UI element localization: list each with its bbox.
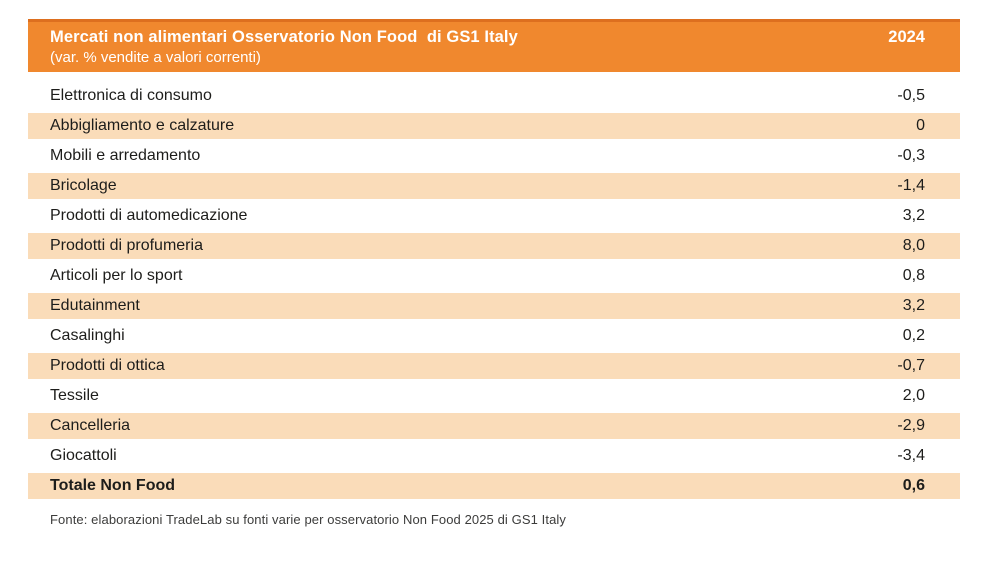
table-body: Elettronica di consumo -0,5 Abbigliament… [28,81,960,501]
source-note: Fonte: elaborazioni TradeLab su fonti va… [50,512,566,527]
row-label: Tessile [50,387,99,404]
table-subtitle: (var. % vendite a valori correnti) [50,49,261,66]
row-label: Bricolage [50,177,117,194]
row-value: 3,2 [902,207,925,224]
table-row: Edutainment 3,2 [28,291,960,321]
table-row: Articoli per lo sport 0,8 [28,261,960,291]
total-value: 0,6 [902,477,925,494]
table-row: Bricolage -1,4 [28,171,960,201]
table-row: Prodotti di profumeria 8,0 [28,231,960,261]
row-value: 0,8 [902,267,925,284]
row-label: Edutainment [50,297,140,314]
table-row: Prodotti di ottica -0,7 [28,351,960,381]
table-row: Elettronica di consumo -0,5 [28,81,960,111]
table-row: Cancelleria -2,9 [28,411,960,441]
row-label: Giocattoli [50,447,117,464]
row-value: 2,0 [902,387,925,404]
year-column-header: 2024 [888,28,925,46]
row-label: Articoli per lo sport [50,267,183,284]
row-value: -3,4 [897,447,925,464]
row-value: 8,0 [902,237,925,254]
row-label: Casalinghi [50,327,125,344]
table-header: Mercati non alimentari Osservatorio Non … [28,19,960,72]
table-row: Prodotti di automedicazione 3,2 [28,201,960,231]
row-value: -0,5 [897,87,925,104]
row-label: Mobili e arredamento [50,147,201,164]
row-value: 3,2 [902,297,925,314]
row-label: Prodotti di profumeria [50,237,203,254]
row-value: 0 [916,117,925,134]
row-value: 0,2 [902,327,925,344]
table-row: Tessile 2,0 [28,381,960,411]
table-title: Mercati non alimentari Osservatorio Non … [50,28,518,46]
nonfood-table: Mercati non alimentari Osservatorio Non … [28,19,960,501]
row-label: Abbigliamento e calzature [50,117,235,134]
row-label: Elettronica di consumo [50,87,212,104]
total-label: Totale Non Food [50,477,176,494]
table-row: Casalinghi 0,2 [28,321,960,351]
table-row-total: Totale Non Food 0,6 [28,471,960,501]
row-label: Cancelleria [50,417,131,434]
row-label: Prodotti di ottica [50,357,165,374]
table-row: Mobili e arredamento -0,3 [28,141,960,171]
row-value: -0,7 [897,357,925,374]
row-label: Prodotti di automedicazione [50,207,248,224]
table-row: Abbigliamento e calzature 0 [28,111,960,141]
table-row: Giocattoli -3,4 [28,441,960,471]
row-value: -2,9 [897,417,925,434]
row-value: -1,4 [897,177,925,194]
row-value: -0,3 [897,147,925,164]
